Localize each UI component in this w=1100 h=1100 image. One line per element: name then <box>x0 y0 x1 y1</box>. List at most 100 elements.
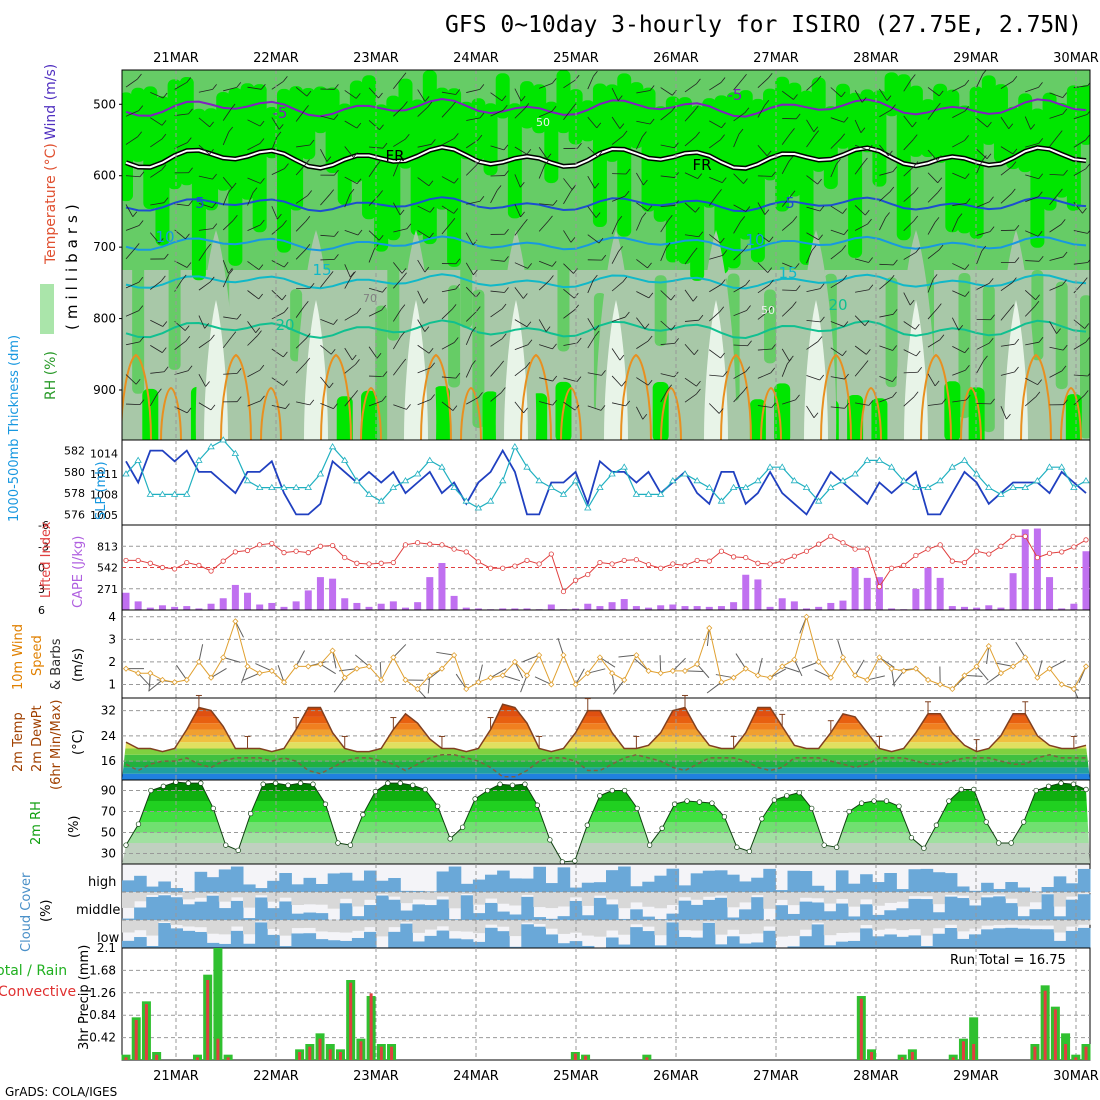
cloud-cell <box>557 867 571 892</box>
cape-bar-76 <box>1046 577 1054 610</box>
contour-warm-b-9 <box>1060 386 1082 440</box>
precip-convective-bar-25 <box>379 1046 383 1060</box>
cape-bar-23 <box>401 607 409 610</box>
upper-barb <box>150 371 165 374</box>
cloud-cell <box>327 873 341 892</box>
slp-point-60 <box>851 470 859 477</box>
temperature-line <box>125 703 1087 753</box>
li-point-32 <box>512 563 518 569</box>
rh-point-39 <box>609 787 615 794</box>
wind-barb-34 <box>522 654 540 663</box>
cloud-cell <box>134 875 147 892</box>
cloud-cell <box>412 941 425 948</box>
rh-blob-high <box>386 95 401 241</box>
cloud-cell <box>872 882 885 892</box>
slp-point-3 <box>158 490 167 497</box>
slp-point-44 <box>656 490 665 497</box>
upper-barb <box>636 172 644 186</box>
contour-label-13: 70 <box>363 292 377 305</box>
wind-tick-0: 4 <box>108 610 116 624</box>
cloud-cell <box>267 934 280 948</box>
slp-tick-0: 1014 <box>90 448 118 461</box>
cloud-cell <box>206 877 220 892</box>
upper-barb <box>271 81 284 90</box>
rh-point-18 <box>347 842 354 848</box>
slp-point-70 <box>972 470 981 477</box>
upper-barb <box>976 342 990 350</box>
wind-tick-1: 3 <box>108 632 116 646</box>
upper-barb <box>150 202 165 206</box>
cloud-cell <box>569 887 583 892</box>
slp-point-25 <box>426 456 434 463</box>
upper-barb <box>952 84 966 92</box>
precip-convective-bar-1 <box>134 1020 138 1060</box>
cape-bar-43 <box>645 607 653 610</box>
precip-convective-bar-44 <box>573 1053 577 1060</box>
upper-barb <box>1049 113 1063 119</box>
cloud-cell <box>618 918 631 920</box>
cape-bar-78 <box>1070 603 1078 610</box>
upper-barb <box>150 169 163 178</box>
cloud-cell <box>642 881 655 892</box>
wind-barb-1 <box>137 672 151 687</box>
wind-point-75 <box>1034 674 1041 681</box>
upper-barb <box>879 313 894 318</box>
precip-panel: 2.1 1.68 1.26 0.84 0.42 Run Total = 16.75 To… <box>0 941 1091 1061</box>
upper-barb <box>538 319 547 332</box>
cape-bar-33 <box>523 608 531 610</box>
contour-label-5: 5 <box>785 194 795 212</box>
upper-barb <box>247 290 259 300</box>
li-point-38 <box>585 571 591 578</box>
upper-barb <box>150 280 162 290</box>
upper-barb <box>830 87 842 98</box>
cloud-level-middle: middle <box>76 903 120 918</box>
cloud-cell <box>557 916 571 920</box>
precip-convective-bar-3 <box>155 1054 159 1060</box>
li-point-57 <box>816 541 822 547</box>
slp-point-64 <box>900 477 908 484</box>
upper-barb <box>295 306 305 318</box>
rh-point-58 <box>846 808 852 815</box>
upper-barb <box>854 144 869 151</box>
wind-point-50 <box>730 674 737 681</box>
cloud-cell <box>122 918 135 920</box>
cape-bar-26 <box>438 562 446 610</box>
wind-barb-48 <box>706 627 710 647</box>
cape-bar-2 <box>146 607 154 610</box>
cloud-cell <box>969 934 982 948</box>
upper-barb <box>587 405 602 411</box>
cape-bar-75 <box>1033 528 1041 610</box>
rh-blob-high <box>945 89 960 233</box>
wind-barb-51 <box>735 653 747 669</box>
wind-point-70 <box>973 663 980 670</box>
rh-point-49 <box>734 844 740 850</box>
upper-barb <box>684 252 694 265</box>
upper-barb <box>1025 341 1040 346</box>
upper-barb <box>417 290 425 304</box>
cloud-cell <box>1017 928 1030 948</box>
cloud-cell <box>497 931 510 948</box>
upper-barb <box>733 250 744 261</box>
cloud-cell <box>194 871 208 892</box>
upper-barb <box>927 192 939 203</box>
upper-barb <box>636 317 646 329</box>
slp-point-10 <box>243 477 252 484</box>
upper-barb <box>709 82 722 91</box>
upper-barb <box>587 318 596 331</box>
li-point-0 <box>123 557 129 564</box>
rh-blob-high <box>921 99 936 157</box>
cloud-cell <box>739 909 752 920</box>
upper-barb <box>369 375 384 377</box>
rh-point-30 <box>497 781 503 787</box>
upper-barb <box>854 345 867 355</box>
upper-barb <box>392 163 399 177</box>
upper-barb <box>636 406 644 420</box>
upper-barb <box>222 336 233 349</box>
cape-bar-15 <box>304 590 312 610</box>
li-point-40 <box>609 561 615 567</box>
cape-bar-53 <box>766 606 774 610</box>
upper-barb <box>855 258 869 263</box>
wind-point-53 <box>766 674 774 681</box>
upper-barb <box>587 175 596 189</box>
upper-barb <box>441 342 455 350</box>
